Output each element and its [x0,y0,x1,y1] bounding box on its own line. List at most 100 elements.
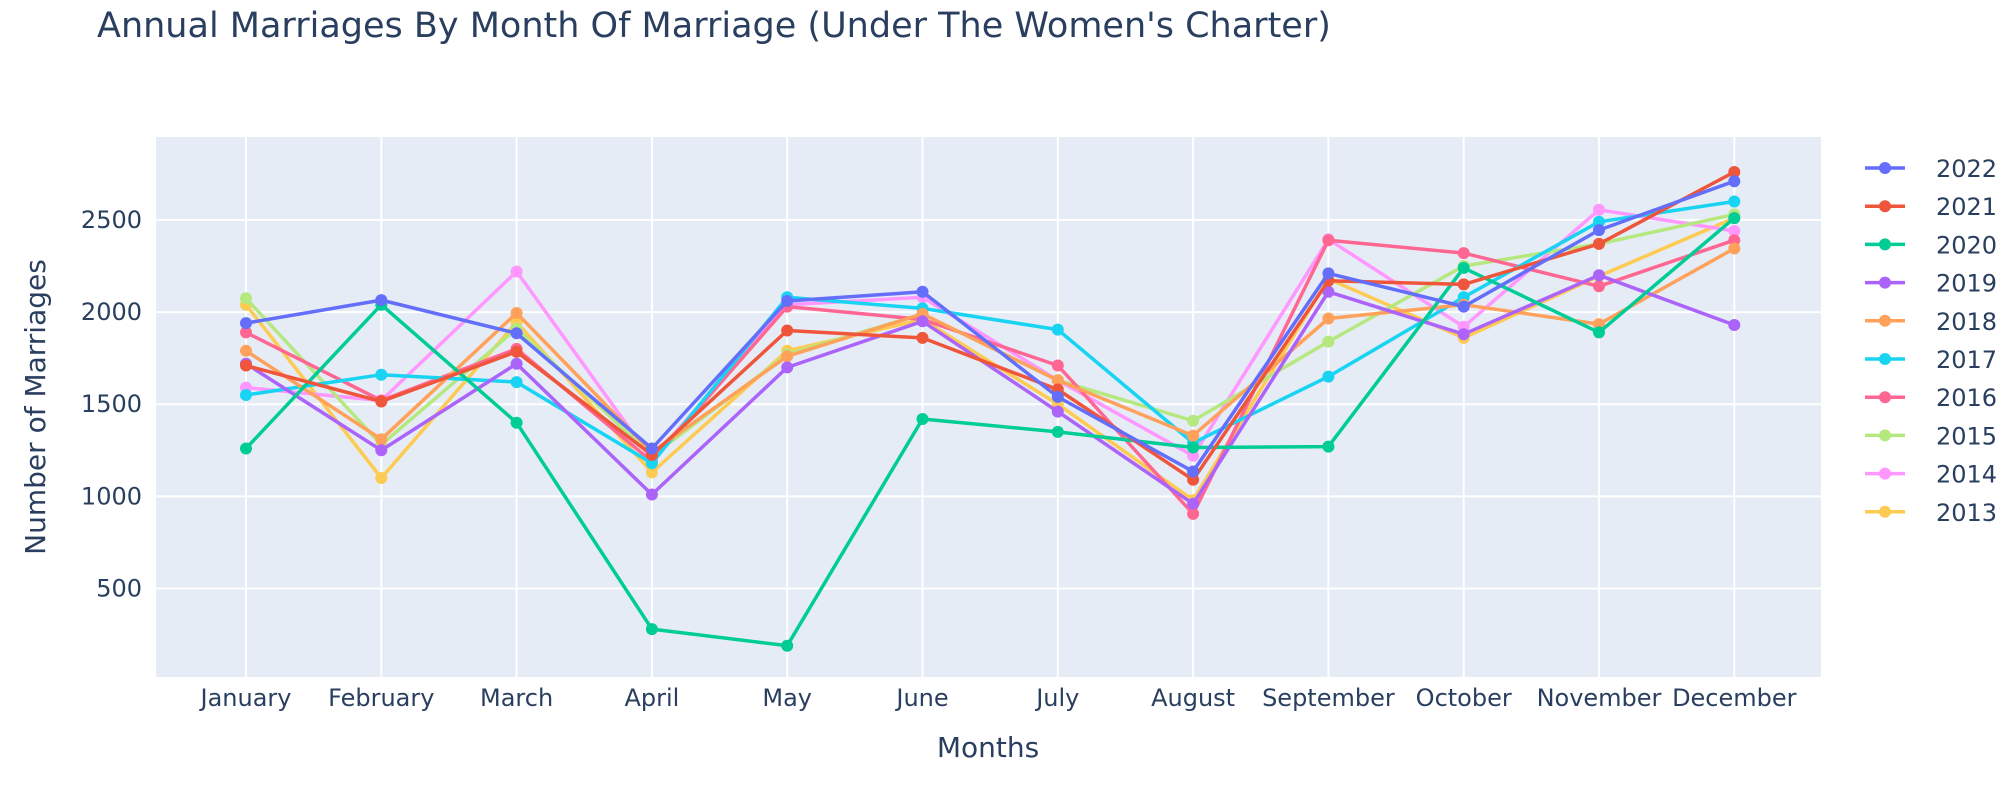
legend-label: 2017 [1936,346,1997,374]
data-point [916,331,929,344]
data-point [1593,237,1605,250]
legend-marker [1879,505,1891,518]
series-layer [240,166,1741,652]
x-tick-label: November [1537,684,1662,712]
x-tick-labels: January February March April May June July Augu… [199,684,1797,712]
data-point [781,350,794,363]
data-point [1728,242,1741,255]
data-point [1457,328,1470,341]
legend-item-2016: 2016 [1865,384,1997,412]
data-point [375,433,388,446]
legend-label: 2016 [1936,384,1997,412]
plot-area [156,137,1821,677]
data-point [1322,285,1335,298]
x-tick-label: February [328,684,434,712]
data-point [1051,374,1064,387]
data-point [1728,319,1741,331]
y-tick-label: 1000 [81,482,142,510]
y-tick-label: 2000 [81,298,142,326]
series-2017 [240,195,1741,470]
x-tick-label: June [894,684,948,712]
data-point [375,368,388,381]
x-tick-label: April [624,684,679,712]
data-point [1728,212,1741,225]
data-point [645,623,658,636]
data-point [510,376,523,389]
legend-item-2013: 2013 [1865,499,1997,527]
data-point [240,344,252,357]
x-tick-label: July [1034,684,1079,712]
data-point [510,416,523,429]
series-2019 [240,269,1741,510]
legend-label: 2018 [1936,308,1997,336]
data-point [1457,247,1470,260]
legend-marker [1879,391,1891,404]
data-point [1457,278,1470,291]
legend-label: 2013 [1936,499,1997,527]
data-point [240,326,252,339]
legend-label: 2021 [1936,193,1997,221]
legend-marker [1879,429,1891,442]
legend-marker [1879,276,1891,289]
data-point [1322,440,1335,453]
legend-item-2020: 2020 [1865,231,1997,259]
data-point [916,413,929,425]
data-point [510,345,523,358]
legend: 2022 2021 2020 2019 2018 2017 2016 2015 2014 2013 [1865,155,1997,527]
chart-title: Annual Marriages By Month Of Marriage (U… [97,6,1331,46]
data-point [1593,326,1605,339]
data-point [645,488,658,501]
data-point [1187,414,1200,427]
legend-label: 2014 [1936,461,1997,489]
legend-marker [1879,200,1891,213]
data-point [781,324,794,337]
data-point [1187,507,1200,520]
data-point [1187,497,1200,510]
data-point [1322,267,1335,280]
series-line [245,170,1736,482]
data-point [510,357,523,370]
legend-label: 2019 [1936,270,1997,298]
data-point [1728,195,1741,208]
data-point [1728,166,1741,178]
data-point [510,265,523,278]
x-tick-label: March [480,684,553,712]
data-point [1187,429,1200,442]
data-point [1457,261,1470,274]
y-axis-title: Number of Marriages [19,259,52,555]
data-point [916,315,929,328]
data-point [510,327,523,340]
data-point [240,389,252,401]
data-point [1322,234,1335,247]
data-point [1593,224,1605,237]
data-point [1322,335,1335,348]
legend-marker [1879,314,1891,327]
legend-item-2018: 2018 [1865,308,1997,336]
data-point [510,307,523,319]
data-point [645,457,658,470]
legend-label: 2022 [1936,155,1997,183]
legend-marker [1879,162,1891,174]
data-point [1593,215,1605,228]
series-line [245,199,1735,465]
data-point [645,442,658,455]
data-point [240,292,252,305]
data-point [1593,203,1605,216]
legend-marker [1879,353,1891,365]
legend-item-2019: 2019 [1865,270,1997,298]
data-point [1593,318,1605,331]
data-point [1593,280,1605,293]
data-point [781,295,794,307]
y-tick-label: 2500 [81,206,142,234]
data-point [1051,323,1064,336]
data-point [1728,175,1741,188]
data-point [916,285,929,298]
legend-item-2022: 2022 [1865,155,1997,183]
data-point [240,442,252,455]
data-point [375,444,388,457]
data-point [781,361,794,374]
data-point [375,294,388,307]
data-point [240,317,252,330]
data-point [1187,473,1200,486]
